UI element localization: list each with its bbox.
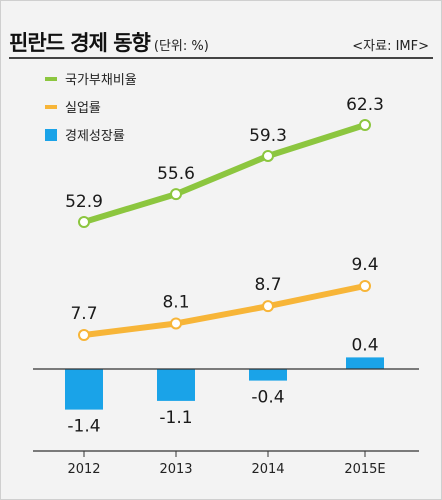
title-rule	[9, 57, 433, 59]
data-label: 62.3	[346, 95, 384, 115]
data-label: -1.1	[159, 408, 192, 428]
unit-label: (단위: %)	[153, 39, 209, 54]
bar	[65, 369, 103, 410]
data-label: 7.7	[70, 304, 97, 324]
data-label: 9.4	[351, 255, 378, 275]
series-line	[81, 122, 368, 225]
chart-title: 핀란드 경제 동향 (단위: %)	[9, 27, 209, 57]
data-point	[78, 216, 90, 228]
data-point	[262, 300, 274, 313]
data-label: 52.9	[65, 192, 103, 212]
bar	[157, 369, 195, 401]
x-tick-label: 2015E	[344, 462, 385, 477]
x-tick-label: 2012	[67, 462, 100, 477]
data-label: -1.4	[67, 417, 100, 437]
source-label: <자료: IMF>	[352, 39, 429, 54]
legend-label: 실업률	[65, 101, 101, 116]
series-line	[81, 283, 368, 338]
data-point	[359, 280, 371, 292]
data-point	[78, 329, 90, 341]
data-point	[170, 188, 182, 201]
data-label: 8.1	[162, 292, 189, 312]
data-label: -0.4	[251, 388, 284, 408]
data-label: 8.7	[254, 275, 281, 295]
bar	[249, 369, 287, 381]
data-label: 55.6	[157, 164, 195, 184]
data-point	[262, 149, 274, 162]
title-text: 핀란드 경제 동향	[9, 31, 151, 55]
data-label: 0.4	[351, 335, 378, 355]
data-point	[359, 119, 371, 131]
data-label: 59.3	[249, 126, 287, 146]
legend-swatch	[45, 129, 57, 141]
bar	[346, 357, 384, 369]
legend-label: 국가부채비율	[65, 73, 137, 88]
legend-label: 경제성장률	[65, 129, 125, 144]
data-point	[170, 317, 182, 330]
x-tick-label: 2013	[159, 462, 192, 477]
x-tick-label: 2014	[251, 462, 284, 477]
